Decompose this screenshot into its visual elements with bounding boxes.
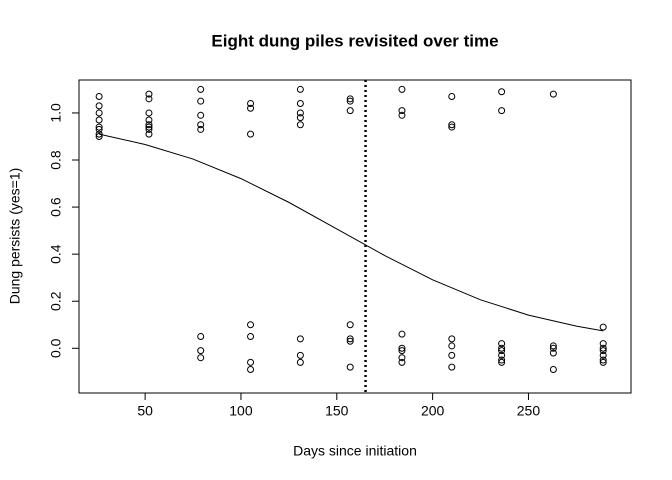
point <box>549 349 557 357</box>
point <box>145 125 153 133</box>
point <box>145 121 153 129</box>
point <box>145 109 153 117</box>
point <box>549 344 557 352</box>
point <box>95 109 103 117</box>
point <box>145 116 153 124</box>
point <box>296 100 304 108</box>
point <box>247 365 255 373</box>
point <box>197 347 205 355</box>
point <box>247 321 255 329</box>
y-tick-label: 1.0 <box>48 103 64 123</box>
point <box>95 102 103 110</box>
point <box>549 90 557 98</box>
point <box>599 347 607 355</box>
point <box>95 116 103 124</box>
y-axis-label: Dung persists (yes=1) <box>7 168 23 305</box>
point <box>448 335 456 343</box>
point <box>296 114 304 122</box>
point <box>398 111 406 119</box>
point <box>346 363 354 371</box>
point <box>448 363 456 371</box>
point <box>498 356 506 364</box>
point <box>599 344 607 352</box>
y-tick-label: 0.4 <box>48 244 64 264</box>
point <box>498 340 506 348</box>
point <box>498 358 506 366</box>
point <box>498 107 506 115</box>
point <box>145 123 153 131</box>
point <box>398 347 406 355</box>
point <box>599 323 607 331</box>
point <box>95 132 103 140</box>
point <box>197 333 205 341</box>
point <box>599 340 607 348</box>
x-tick-label: 250 <box>517 403 541 419</box>
point <box>95 130 103 138</box>
x-axis-label: Days since initiation <box>293 443 417 459</box>
x-tick-label: 150 <box>325 403 349 419</box>
point <box>247 130 255 138</box>
point <box>448 342 456 350</box>
point <box>599 358 607 366</box>
point <box>498 88 506 96</box>
point <box>398 85 406 93</box>
point <box>448 92 456 100</box>
chart-title: Eight dung piles revisited over time <box>211 31 498 50</box>
point <box>398 330 406 338</box>
fitted-curve <box>99 133 604 332</box>
point <box>145 130 153 138</box>
point <box>398 358 406 366</box>
x-tick-label: 100 <box>229 403 253 419</box>
y-tick-label: 0.6 <box>48 197 64 217</box>
point <box>498 347 506 355</box>
point <box>498 344 506 352</box>
point <box>498 351 506 359</box>
point <box>247 358 255 366</box>
point <box>346 337 354 345</box>
point <box>549 365 557 373</box>
y-tick-label: 0.8 <box>48 150 64 170</box>
point <box>346 321 354 329</box>
point <box>296 85 304 93</box>
point <box>346 97 354 105</box>
point <box>197 97 205 105</box>
point <box>247 333 255 341</box>
point <box>346 107 354 115</box>
point <box>247 100 255 108</box>
point <box>296 109 304 117</box>
y-tick-label: 0.0 <box>48 338 64 358</box>
point <box>145 95 153 103</box>
x-tick-label: 50 <box>137 403 153 419</box>
y-tick-label: 0.2 <box>48 291 64 311</box>
point <box>448 121 456 129</box>
point <box>197 354 205 362</box>
point <box>145 90 153 98</box>
point <box>95 92 103 100</box>
point <box>197 85 205 93</box>
x-tick-label: 200 <box>421 403 445 419</box>
point <box>549 342 557 350</box>
point <box>448 351 456 359</box>
point <box>197 121 205 129</box>
point <box>296 358 304 366</box>
point <box>398 344 406 352</box>
point <box>296 335 304 343</box>
point <box>346 95 354 103</box>
point <box>448 123 456 131</box>
point <box>599 351 607 359</box>
point <box>197 111 205 119</box>
point <box>197 125 205 133</box>
point <box>247 104 255 112</box>
point <box>599 356 607 364</box>
point <box>95 123 103 131</box>
point <box>296 121 304 129</box>
point <box>296 351 304 359</box>
point <box>398 107 406 115</box>
point <box>95 125 103 133</box>
point <box>346 335 354 343</box>
point <box>398 354 406 362</box>
